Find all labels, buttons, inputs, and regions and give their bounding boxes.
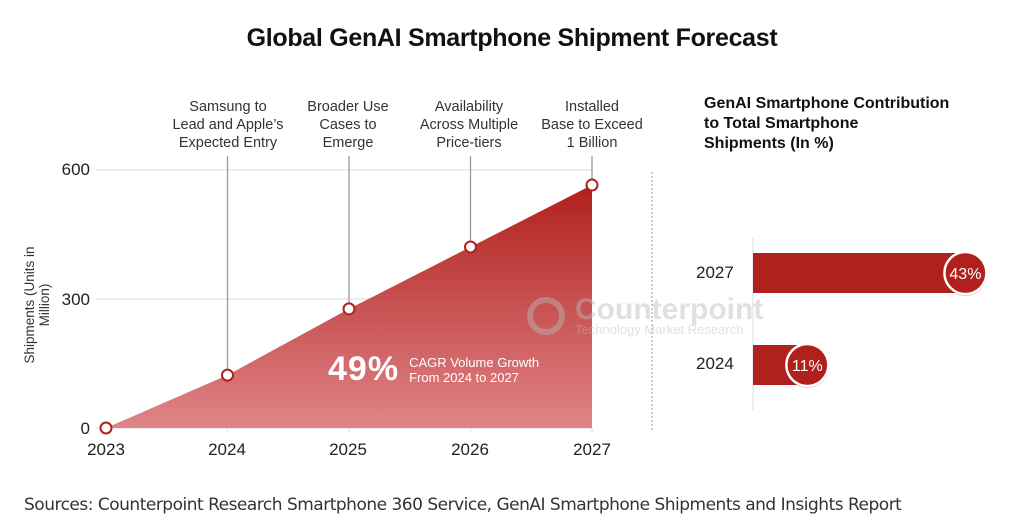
annotation-2026: Availability Across Multiple Price-tiers <box>419 99 519 151</box>
data-point <box>585 178 599 192</box>
annotation-2027: Installed Base to Exceed 1 Billion <box>541 99 643 151</box>
y-tick-label: 0 <box>80 419 90 438</box>
cagr-value: 49% <box>328 350 400 388</box>
watermark: Counterpoint Technology Market Research <box>527 293 764 337</box>
y-tick-label: 300 <box>61 290 90 309</box>
watermark-name: Counterpoint <box>575 293 764 326</box>
x-tick-label: 2023 <box>87 440 125 459</box>
bar-2027 <box>753 253 966 293</box>
bar-category-label: 2027 <box>696 263 734 282</box>
watermark-subtitle: Technology Market Research <box>575 322 744 337</box>
data-point <box>464 240 477 254</box>
panel-divider <box>651 172 653 430</box>
bar-value-badge <box>785 342 830 388</box>
bar-value-label: 11% <box>792 358 823 375</box>
data-point <box>99 421 113 435</box>
y-axis-label: Shipments (Units in Million) <box>22 246 52 364</box>
bar-category-label: 2024 <box>696 354 734 373</box>
area-series-shipments <box>106 185 592 428</box>
bar-value-badge <box>943 250 988 296</box>
data-point <box>342 302 356 316</box>
annotation-2024: Samsung to Lead and Apple’s Expected Ent… <box>172 99 284 151</box>
x-tick-label: 2024 <box>208 440 246 459</box>
annotation-2025: Broader Use Cases to Emerge <box>307 99 389 151</box>
bar-value-label: 43% <box>949 266 981 283</box>
data-point <box>221 368 234 382</box>
source-note: Sources: Counterpoint Research Smartphon… <box>24 495 902 515</box>
cagr-callout: 49% CAGR Volume Growth From 2024 to 2027 <box>328 350 539 389</box>
x-tick-label: 2026 <box>451 440 489 459</box>
watermark-logo-icon <box>527 297 565 335</box>
x-tick-label: 2027 <box>573 440 611 459</box>
chart-title: Global GenAI Smartphone Shipment Forecas… <box>246 24 778 52</box>
cagr-description: CAGR Volume Growth From 2024 to 2027 <box>409 354 540 385</box>
x-tick-label: 2025 <box>329 440 367 459</box>
y-tick-label: 600 <box>61 160 90 179</box>
bar-chart-title: GenAI Smartphone Contribution to Total S… <box>704 95 950 152</box>
